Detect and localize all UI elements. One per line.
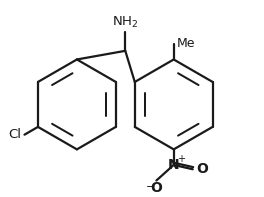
Text: −: − xyxy=(146,182,155,191)
Text: NH$_2$: NH$_2$ xyxy=(112,15,139,30)
Text: Me: Me xyxy=(177,37,196,50)
Text: Cl: Cl xyxy=(8,128,21,141)
Text: O: O xyxy=(196,162,208,176)
Text: O: O xyxy=(150,181,162,195)
Text: +: + xyxy=(177,154,186,164)
Text: N: N xyxy=(168,158,180,172)
